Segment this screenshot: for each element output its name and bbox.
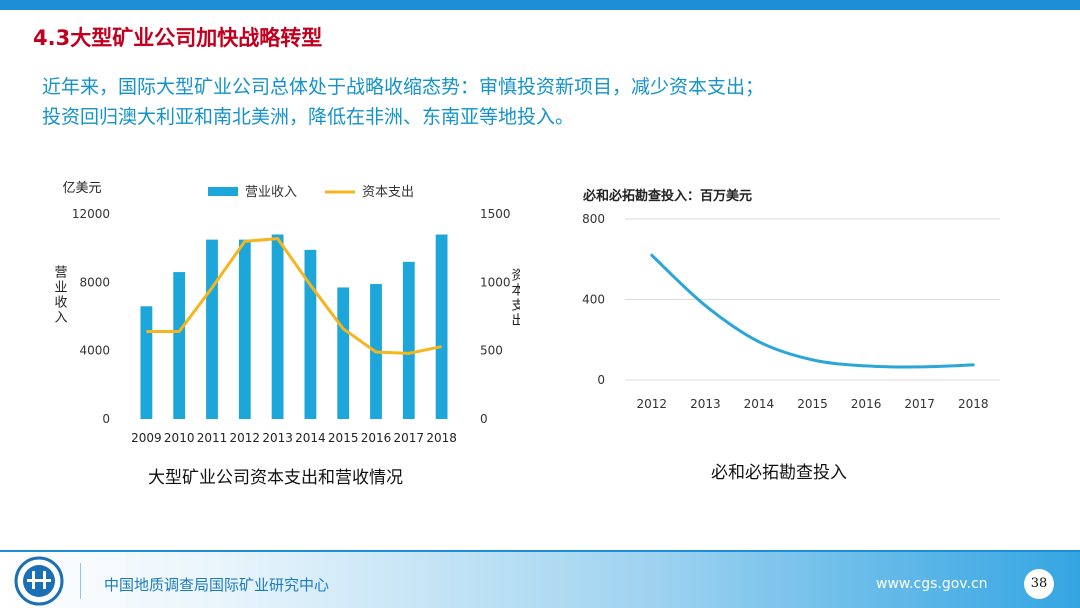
chart1-y2tick-label: 500 xyxy=(480,344,503,358)
legend-swatch-revenue xyxy=(208,187,238,196)
chart1-xtick-label: 2011 xyxy=(197,431,228,445)
chart1-legend: 营业收入 资本支出 xyxy=(208,185,414,200)
chart2-xtick-label: 2015 xyxy=(797,397,828,411)
chart1-ytick-label: 0 xyxy=(102,412,110,426)
revenue-bar xyxy=(435,234,448,419)
chart1-unit-label: 亿美元 xyxy=(62,181,101,196)
revenue-bar xyxy=(140,306,153,419)
chart2-title: 必和必拓勘查投入：百万美元 xyxy=(582,188,752,204)
chart1-x-ticks: 2009 2010 2011 2012 2013 2014 2015 2016 2017 2018 xyxy=(131,431,457,445)
chart1-y2tick-label: 1500 xyxy=(480,207,511,221)
revenue-bar xyxy=(337,287,350,419)
lead-line-2: 投资回归澳大利亚和南北美洲，降低在非洲、东南亚等地投入。 xyxy=(42,106,575,128)
legend-label-revenue: 营业收入 xyxy=(245,185,297,200)
chart1-ylabel: 营业收入 xyxy=(52,265,68,325)
chart2-xtick-label: 2016 xyxy=(851,397,882,411)
footer-divider xyxy=(80,563,81,599)
chart1-xtick-label: 2012 xyxy=(230,431,261,445)
capex-line xyxy=(146,237,442,355)
lead-paragraph: 近年来，国际大型矿业公司总体处于战略收缩态势：审慎投资新项目，减少资本支出； 投… xyxy=(42,72,1052,132)
legend-label-capex: 资本支出 xyxy=(362,185,414,200)
chart1-ytick-label: 8000 xyxy=(79,275,110,289)
revenue-capex-chart: 亿美元 营业收入 资本支出 0 4000 8000 12000 0 500 1000 150… xyxy=(52,181,521,445)
chart1-xtick-label: 2016 xyxy=(361,431,392,445)
chart1-y2tick-label: 1000 xyxy=(480,275,511,289)
chart2-xtick-label: 2012 xyxy=(637,397,668,411)
cgs-logo-icon xyxy=(14,556,64,606)
chart1-xtick-label: 2018 xyxy=(426,431,457,445)
chart1-y2label: 资本支出 xyxy=(509,268,521,328)
chart1-caption: 大型矿业公司资本支出和营收情况 xyxy=(148,468,403,488)
chart1-xtick-label: 2017 xyxy=(394,431,425,445)
chart2-xtick-label: 2014 xyxy=(744,397,775,411)
chart2-xtick-label: 2013 xyxy=(690,397,721,411)
footer-org-name: 中国地质调查局国际矿业研究中心 xyxy=(104,576,330,594)
chart1-ytick-label: 12000 xyxy=(72,207,110,221)
revenue-bar xyxy=(402,261,415,419)
chart2-xtick-label: 2017 xyxy=(904,397,935,411)
chart1-xtick-label: 2014 xyxy=(295,431,326,445)
chart2-y-ticks: 0 400 800 xyxy=(582,212,605,387)
chart2-ytick-label: 800 xyxy=(582,212,605,226)
chart1-y2-ticks: 0 500 1000 1500 xyxy=(480,207,511,426)
chart1-line xyxy=(146,237,442,355)
lead-line-1: 近年来，国际大型矿业公司总体处于战略收缩态势：审慎投资新项目，减少资本支出； xyxy=(42,76,765,98)
chart2-ytick-label: 400 xyxy=(582,293,605,307)
chart2-ytick-label: 0 xyxy=(597,373,605,387)
chart1-xtick-label: 2010 xyxy=(164,431,195,445)
revenue-bar xyxy=(173,272,186,419)
slide-title: 4.3大型矿业公司加快战略转型 xyxy=(33,26,323,50)
revenue-bar xyxy=(304,249,317,419)
page-number: 38 xyxy=(1024,569,1054,599)
chart1-xtick-label: 2013 xyxy=(262,431,293,445)
revenue-bar xyxy=(238,239,251,419)
footer-accent-line xyxy=(0,550,1080,553)
footer-website-link[interactable]: www.cgs.gov.cn xyxy=(876,576,988,592)
chart1-xtick-label: 2015 xyxy=(328,431,359,445)
chart2-xtick-label: 2018 xyxy=(958,397,989,411)
chart1-ytick-label: 4000 xyxy=(79,344,110,358)
revenue-bar xyxy=(206,239,218,419)
chart2-x-ticks: 2012 2013 2014 2015 2016 2017 2018 xyxy=(637,397,989,411)
chart1-xtick-label: 2009 xyxy=(131,431,162,445)
chart2-line xyxy=(650,253,975,369)
exploration-line xyxy=(650,253,975,369)
chart2-caption: 必和必拓勘查投入 xyxy=(711,463,847,483)
footer-bar xyxy=(0,552,1080,608)
chart1-y-ticks: 0 4000 8000 12000 xyxy=(72,207,110,426)
chart2-gridlines xyxy=(625,218,1000,381)
revenue-bar xyxy=(271,234,284,419)
chart1-y2tick-label: 0 xyxy=(480,412,488,426)
top-accent-bar xyxy=(0,0,1080,10)
